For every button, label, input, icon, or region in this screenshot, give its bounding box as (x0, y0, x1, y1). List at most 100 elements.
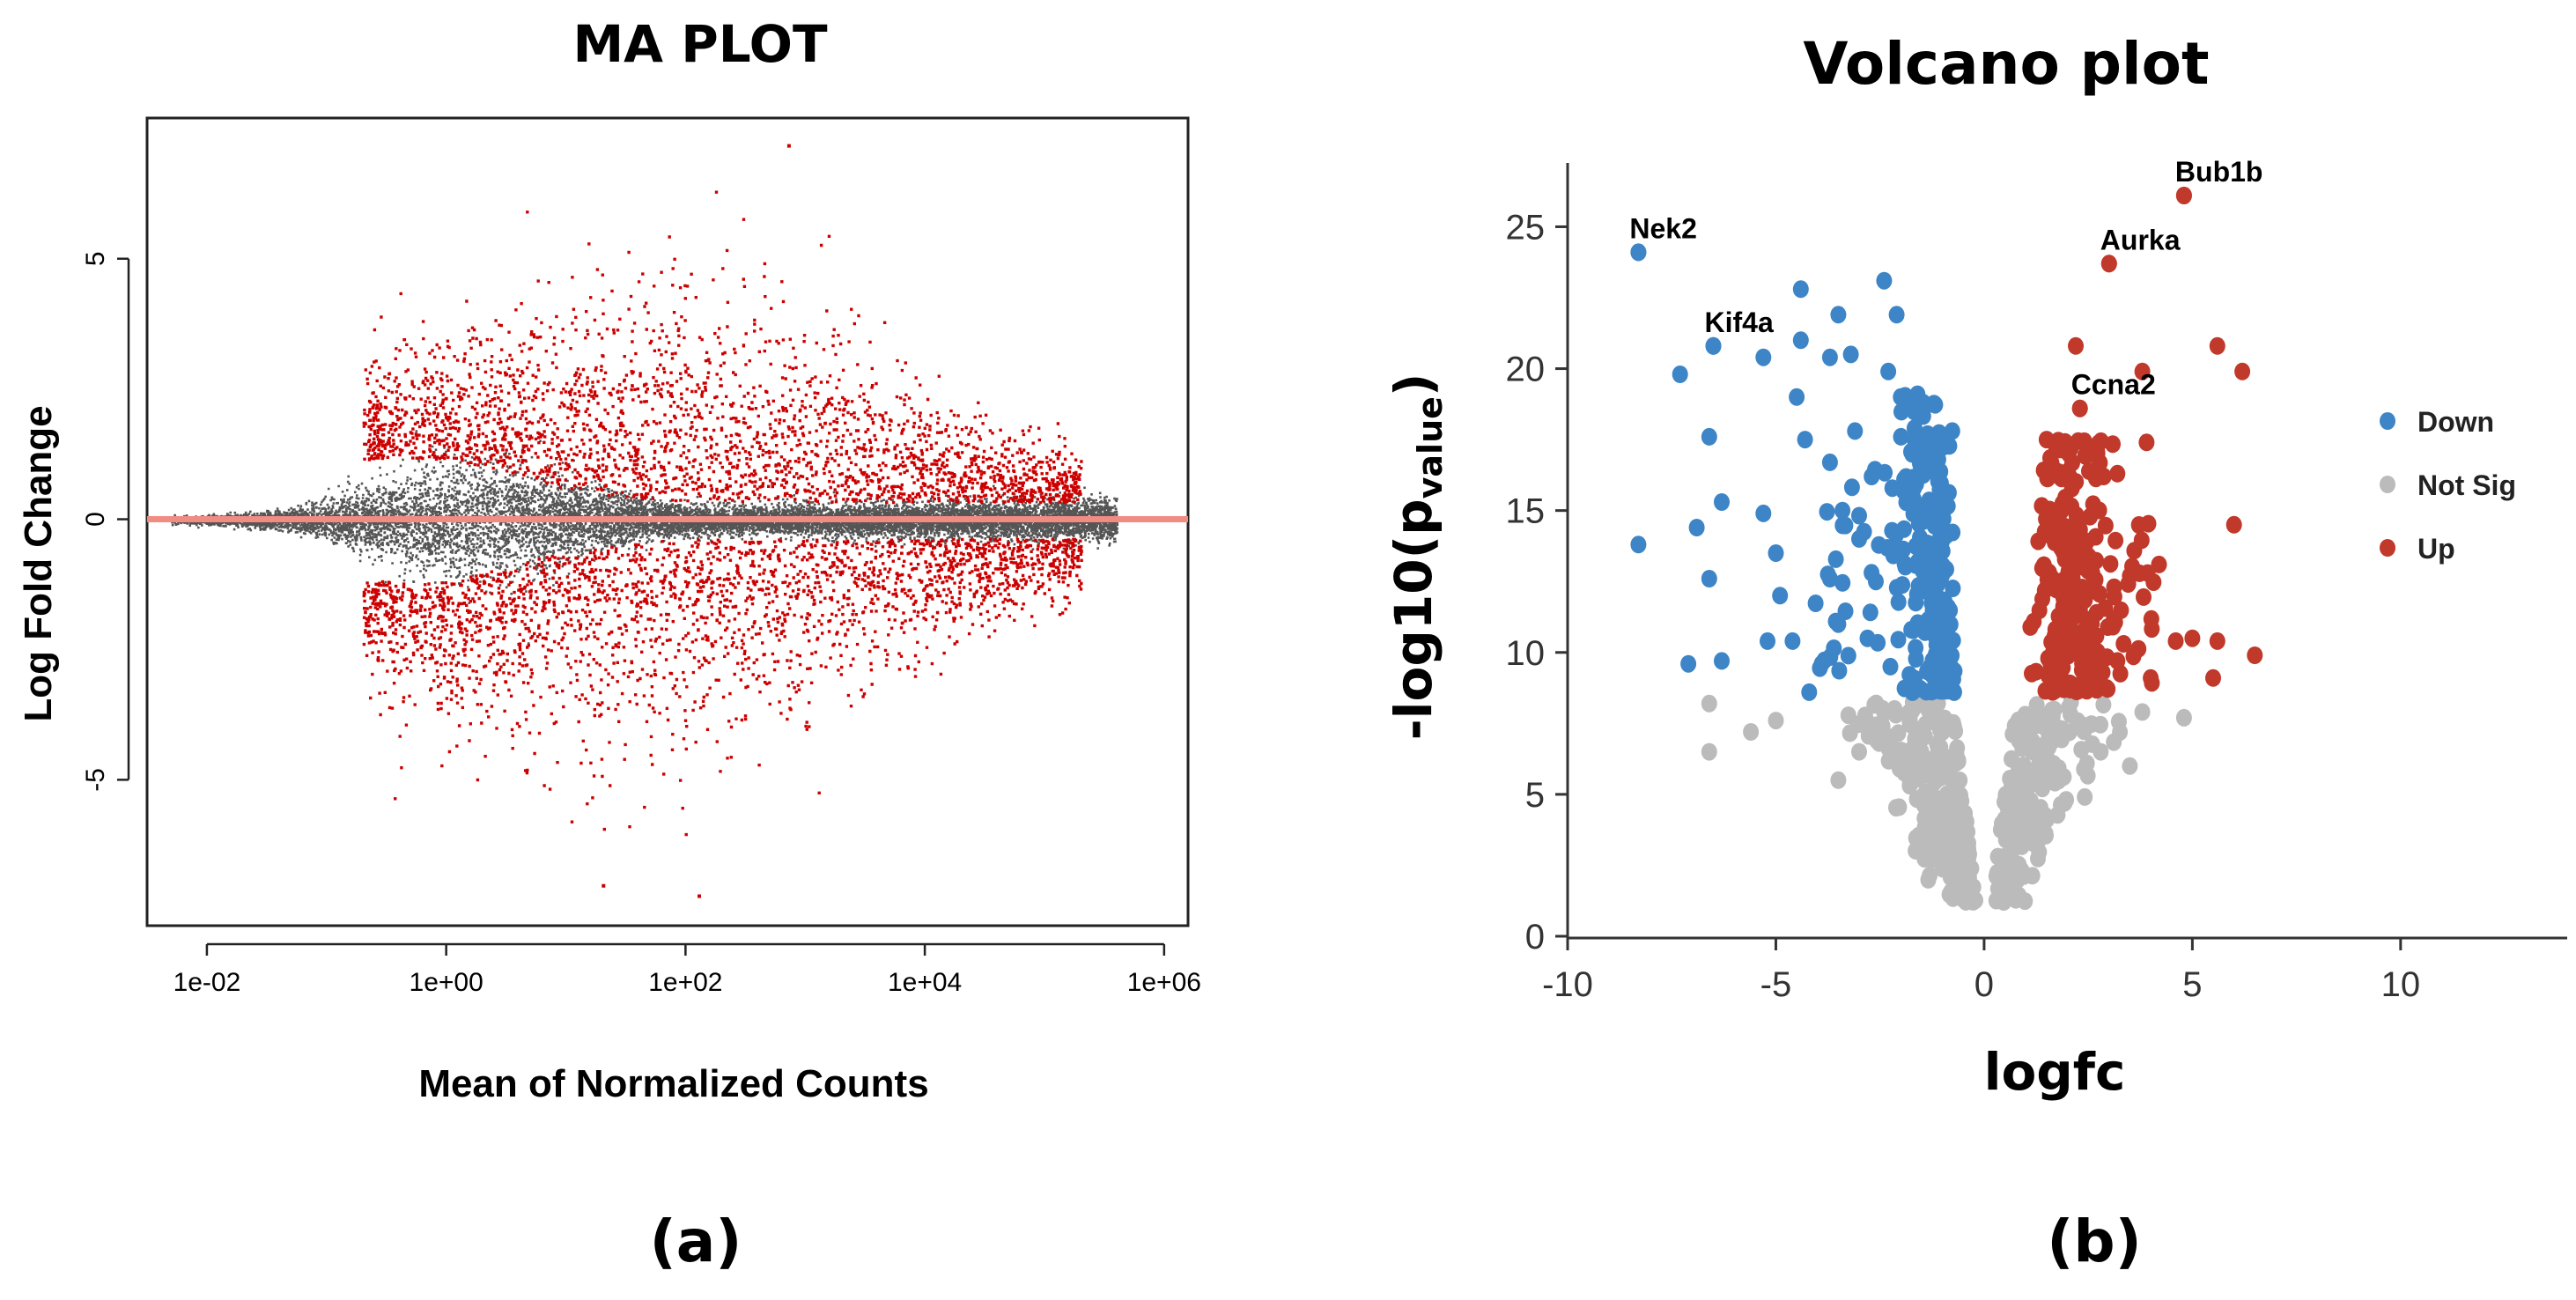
volcano-y-tick-label: 20 (1506, 351, 1546, 389)
volcano-notsig-point (1830, 771, 1847, 789)
volcano-plot-y-label-main: -log10(p (1384, 499, 1443, 740)
volcano-plot-y-axis: 0 5 10 15 20 25 (1506, 208, 1568, 957)
ma-x-tick-label: 1e+06 (1127, 968, 1201, 997)
volcano-notsig-point (1874, 699, 1891, 718)
volcano-notsig-point (1768, 712, 1784, 730)
volcano-down-point (1827, 550, 1844, 568)
volcano-up-point (2109, 464, 2126, 483)
volcano-up-point (2060, 462, 2077, 481)
volcano-plot-legend: Down Not Sig Up (2380, 406, 2516, 565)
volcano-down-point (1927, 495, 1944, 513)
volcano-gene-label: Aurka (2100, 224, 2181, 255)
legend-label: Down (2417, 406, 2494, 438)
volcano-notsig-point (1922, 867, 1938, 885)
volcano-notsig-point (2122, 757, 2138, 775)
volcano-notsig-point (2014, 739, 2031, 757)
volcano-down-point (1876, 271, 1893, 290)
volcano-notsig-point (1945, 886, 1962, 905)
volcano-down-point (1909, 552, 1926, 571)
volcano-up-point (2052, 657, 2069, 676)
volcano-down-point (1926, 680, 1943, 698)
volcano-down-point (1714, 652, 1730, 670)
volcano-up-point (2125, 647, 2142, 666)
volcano-down-point (1701, 427, 1717, 446)
volcano-down-point (1945, 523, 1961, 542)
volcano-down-point (1830, 306, 1847, 324)
volcano-up-point (2054, 674, 2070, 692)
volcano-up-point (2088, 603, 2105, 622)
volcano-notsig-point (2004, 750, 2019, 768)
volcano-up-point (2063, 623, 2079, 641)
volcano-down-point (1842, 345, 1859, 364)
volcano-down-point (1843, 478, 1860, 497)
volcano-notsig-point (1840, 706, 1856, 725)
volcano-labeled-point (1705, 336, 1722, 355)
volcano-up-point (2040, 524, 2056, 543)
volcano-down-point (1890, 631, 1907, 649)
volcano-notsig-point (2083, 715, 2100, 734)
volcano-down-point (1894, 576, 1911, 595)
volcano-notsig-point (1929, 806, 1945, 824)
volcano-down-point (1847, 422, 1864, 440)
volcano-notsig-point (2058, 791, 2075, 809)
volcano-down-point (1926, 588, 1943, 607)
volcano-notsig-point (1942, 750, 1959, 768)
volcano-down-point (1760, 632, 1775, 650)
legend-label: Up (2417, 533, 2455, 565)
volcano-notsig-point (1990, 891, 2007, 910)
volcano-notsig-point (2003, 860, 2019, 878)
volcano-down-point (1784, 632, 1801, 650)
volcano-notsig-point (1925, 755, 1942, 772)
volcano-notsig-point (1950, 826, 1966, 844)
volcano-up-point (2151, 555, 2167, 573)
volcano-gene-label: Kif4a (1705, 307, 1774, 338)
legend-swatch (2380, 539, 2395, 557)
volcano-notsig-point (1880, 751, 1897, 770)
volcano-plot-y-label: -log10(pvalue) (1384, 373, 1450, 741)
volcano-plot-gene-labels: Nek2 Kif4a Bub1b Aurka Ccna2 (1629, 156, 2262, 401)
volcano-labeled-point (2175, 187, 2192, 204)
volcano-notsig-point (1927, 789, 1944, 808)
volcano-notsig-point (1906, 737, 1923, 756)
volcano-down-point (1908, 585, 1925, 603)
volcano-down-point (1837, 516, 1854, 535)
volcano-down-point (1919, 662, 1936, 681)
volcano-up-point (2055, 528, 2071, 546)
volcano-notsig-point (2049, 806, 2066, 824)
volcano-up-point (2070, 432, 2086, 450)
volcano-up-point (2082, 507, 2099, 526)
ma-plot-title: MA PLOT (572, 14, 828, 74)
volcano-y-tick-label: 10 (1506, 634, 1546, 673)
volcano-down-point (1893, 427, 1909, 446)
volcano-down-point (1897, 558, 1914, 576)
volcano-down-point (1831, 661, 1848, 680)
volcano-up-point (2107, 613, 2123, 632)
volcano-up-point (2130, 516, 2147, 534)
volcano-notsig-point (1967, 891, 1983, 910)
volcano-up-point (2143, 609, 2159, 628)
volcano-notsig-point (2095, 696, 2112, 714)
volcano-up-point (2184, 629, 2201, 647)
volcano-up-point (2136, 587, 2152, 606)
volcano-down-point (1701, 570, 1717, 587)
volcano-notsig-point (1947, 792, 1964, 810)
volcano-up-point (2064, 569, 2081, 587)
volcano-up-point (2106, 587, 2122, 606)
volcano-up-point (2048, 580, 2065, 599)
volcano-down-point (1880, 362, 1897, 380)
volcano-down-point (1768, 544, 1784, 562)
volcano-notsig-point (2025, 834, 2041, 853)
volcano-down-point (1807, 595, 1824, 612)
legend-swatch (2380, 412, 2395, 430)
volcano-down-point (1927, 395, 1944, 414)
volcano-down-point (1862, 603, 1878, 622)
volcano-up-point (2061, 546, 2078, 565)
volcano-down-point (1837, 602, 1854, 620)
volcano-up-point (2139, 564, 2156, 582)
volcano-down-point (1938, 667, 1954, 685)
volcano-down-point (1903, 621, 1920, 639)
volcano-down-point (1755, 348, 1772, 366)
volcano-down-point (1929, 572, 1945, 591)
volcano-up-point (2247, 646, 2263, 664)
volcano-down-point (1908, 639, 1924, 657)
